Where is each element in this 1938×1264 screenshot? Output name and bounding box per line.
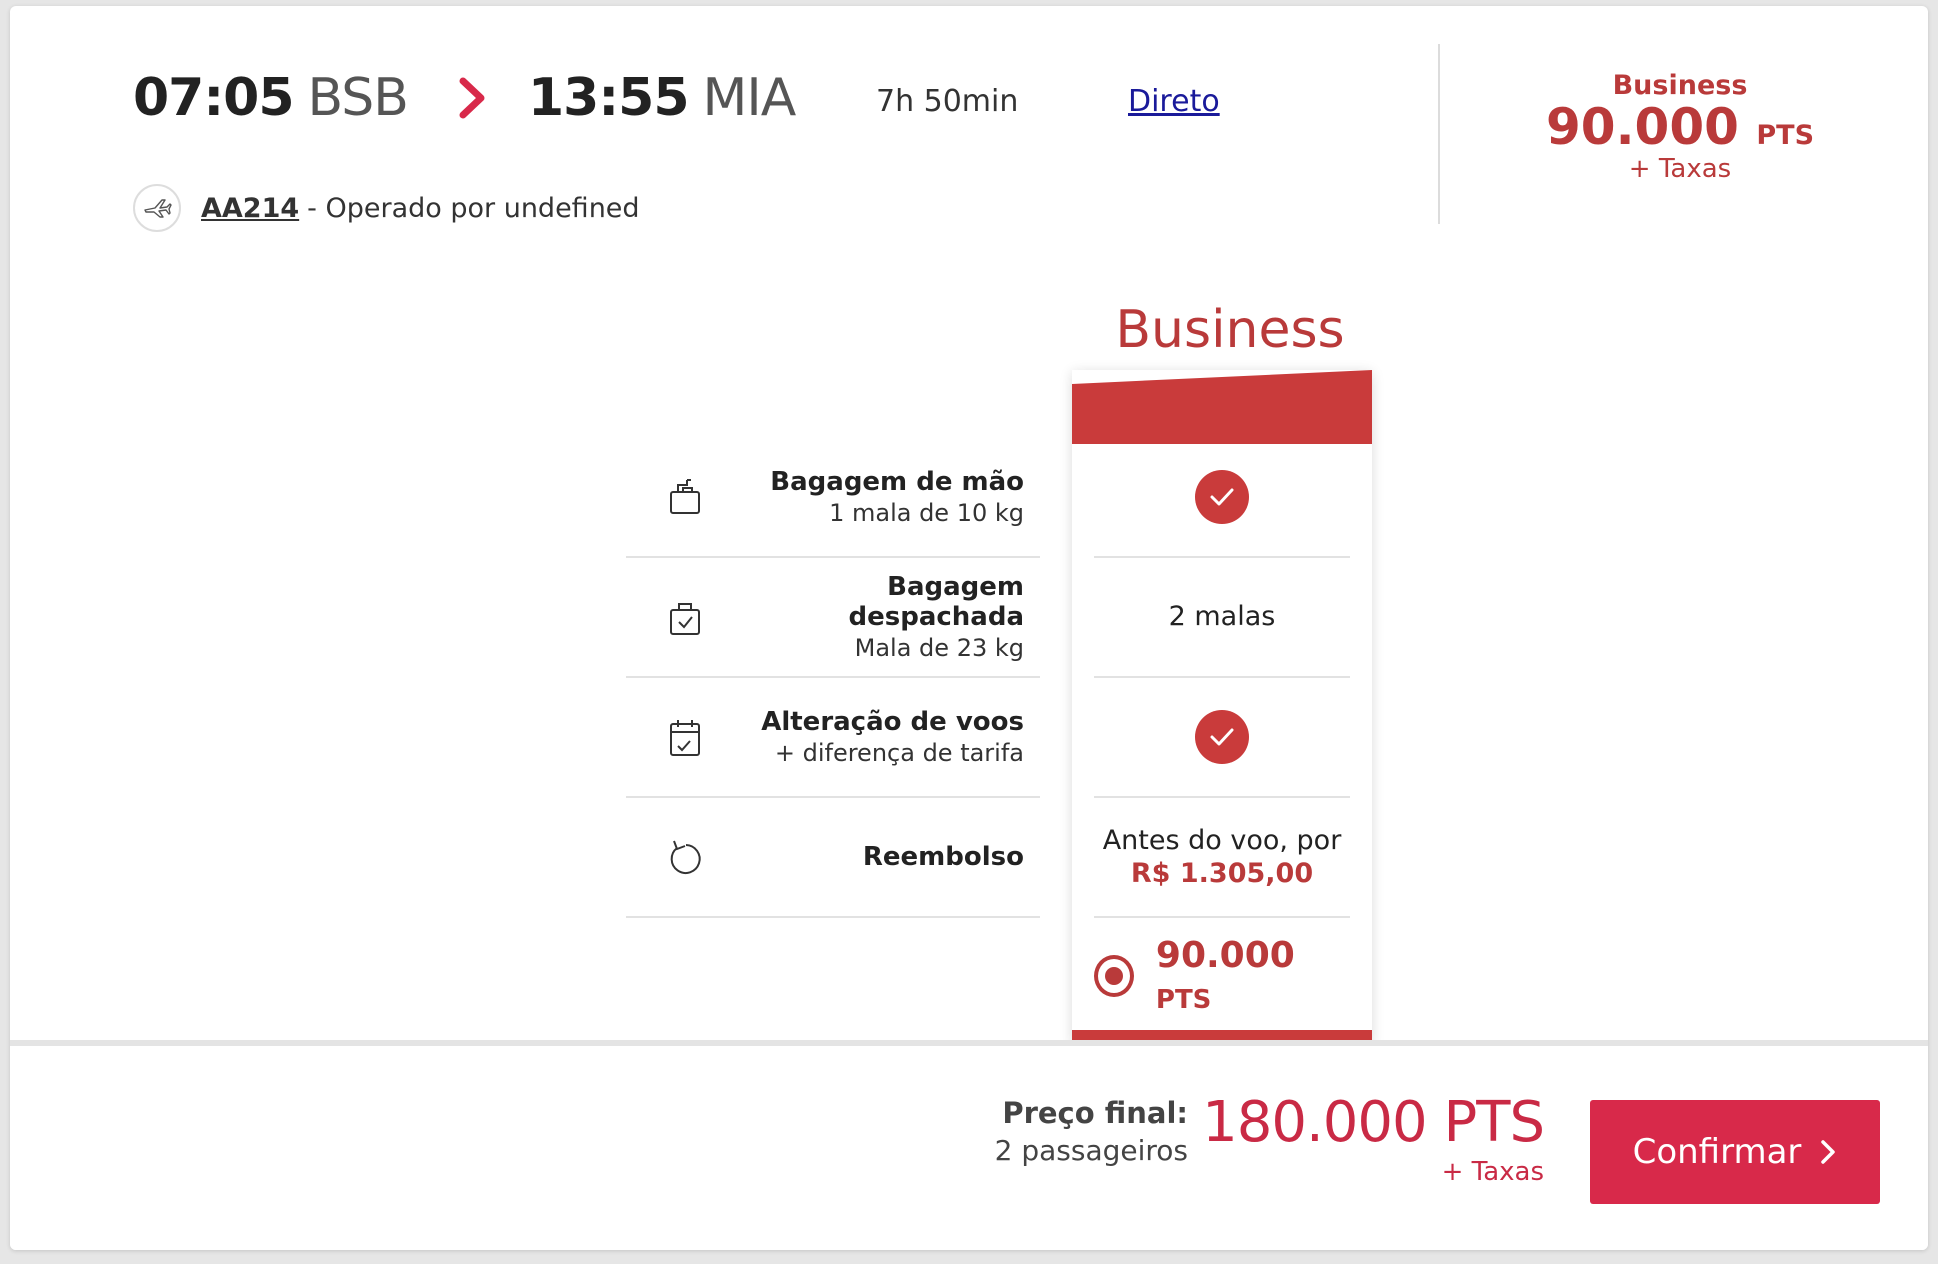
refund-price: R$ 1.305,00 xyxy=(1130,857,1314,889)
radio-dot xyxy=(1104,967,1123,985)
refund-text: Antes do voo, por R$ 1.305,00 xyxy=(1103,825,1342,888)
final-price-label: Preço final: 2 passageiros xyxy=(995,1096,1188,1167)
stops-link[interactable]: Direto xyxy=(1128,84,1220,119)
divider xyxy=(1438,44,1440,224)
passenger-count: 2 passageiros xyxy=(994,1134,1188,1167)
feature-hand-luggage: Bagagem de mão 1 mala de 10 kg xyxy=(626,438,1040,558)
operated-by: - Operado por undefined xyxy=(307,192,640,224)
refund-value: Antes do voo, por R$ 1.305,00 xyxy=(1094,798,1350,918)
selected-points-value: 90.000 xyxy=(1155,935,1295,976)
hand-luggage-icon xyxy=(660,472,710,522)
checked-luggage-text: 2 malas xyxy=(1168,600,1276,632)
refund-condition: Antes do voo, por xyxy=(1102,825,1342,857)
flight-number-link[interactable]: AA214 xyxy=(201,192,300,224)
feature-text: Reembolso xyxy=(710,842,1040,872)
fare-points: 90.000 PTS xyxy=(1450,101,1910,154)
feature-text: Bagagem despachada Mala de 23 kg xyxy=(710,572,1040,662)
final-price-taxes: + Taxas xyxy=(1441,1157,1544,1187)
fare-cabin: Business xyxy=(1612,70,1748,101)
final-price: 180.000 PTS + Taxas xyxy=(1202,1090,1545,1187)
airplane-icon xyxy=(133,184,181,232)
feature-subtitle: Mala de 23 kg xyxy=(854,634,1024,662)
flight-card: 07:05 BSB 13:55 MIA 7h 50min Direto Busi… xyxy=(10,6,1928,1250)
column-header xyxy=(1072,370,1372,444)
checked-luggage-value: 2 malas xyxy=(1094,558,1350,678)
check-icon xyxy=(1195,470,1249,524)
final-price-total: 180.000 PTS xyxy=(1202,1090,1545,1155)
feature-title: Alteração de voos xyxy=(761,707,1024,737)
selected-points: 90.000 PTS xyxy=(1156,935,1350,1017)
feature-subtitle: + diferença de tarifa xyxy=(774,739,1024,767)
chevron-right-icon xyxy=(444,70,500,126)
fare-radio[interactable] xyxy=(1094,955,1134,997)
flight-duration: 7h 50min xyxy=(876,84,1019,119)
fare-points-value: 90.000 xyxy=(1545,98,1739,156)
fare-points-unit: PTS xyxy=(1756,120,1815,151)
flight-info: AA214 - Operado por undefined xyxy=(133,184,640,232)
chevron-right-icon xyxy=(1819,1138,1837,1166)
selected-points-unit: PTS xyxy=(1155,985,1212,1015)
confirm-label: Confirmar xyxy=(1632,1132,1802,1172)
feature-flight-change: Alteração de voos + diferença de tarifa xyxy=(626,678,1040,798)
feature-title: Reembolso xyxy=(862,842,1024,872)
feature-title: Bagagem de mão xyxy=(770,467,1024,497)
feature-subtitle: 1 mala de 10 kg xyxy=(829,499,1024,527)
feature-text: Bagagem de mão 1 mala de 10 kg xyxy=(710,467,1040,527)
arrival-airport: MIA xyxy=(702,68,797,128)
feature-checked-luggage: Bagagem despachada Mala de 23 kg xyxy=(626,558,1040,678)
checked-luggage-icon xyxy=(660,592,710,642)
hand-luggage-value xyxy=(1094,438,1350,558)
route-times: 07:05 BSB 13:55 MIA xyxy=(133,68,797,128)
departure-airport: BSB xyxy=(307,68,409,128)
feature-refund: Reembolso xyxy=(626,798,1040,918)
calendar-change-icon xyxy=(660,712,710,762)
cabin-title: Business xyxy=(1115,300,1345,360)
refund-icon xyxy=(660,832,710,882)
fare-summary: Business 90.000 PTS + Taxas xyxy=(1450,70,1910,184)
feature-title: Bagagem despachada xyxy=(848,572,1025,632)
fare-select[interactable]: 90.000 PTS xyxy=(1094,926,1350,1026)
confirm-button[interactable]: Confirmar xyxy=(1590,1100,1880,1204)
feature-text: Alteração de voos + diferença de tarifa xyxy=(710,707,1040,767)
fare-taxes: + Taxas xyxy=(1628,153,1732,184)
arrival-time: 13:55 xyxy=(527,68,690,128)
final-price-title: Preço final: xyxy=(1002,1096,1188,1130)
flight-change-value xyxy=(1094,678,1350,798)
check-icon xyxy=(1195,710,1249,764)
departure-time: 07:05 xyxy=(133,68,295,128)
price-footer: Preço final: 2 passageiros 180.000 PTS +… xyxy=(10,1040,1928,1250)
business-fare-column[interactable]: 2 malas Antes do voo, por R$ 1.305,00 90… xyxy=(1072,370,1372,1046)
